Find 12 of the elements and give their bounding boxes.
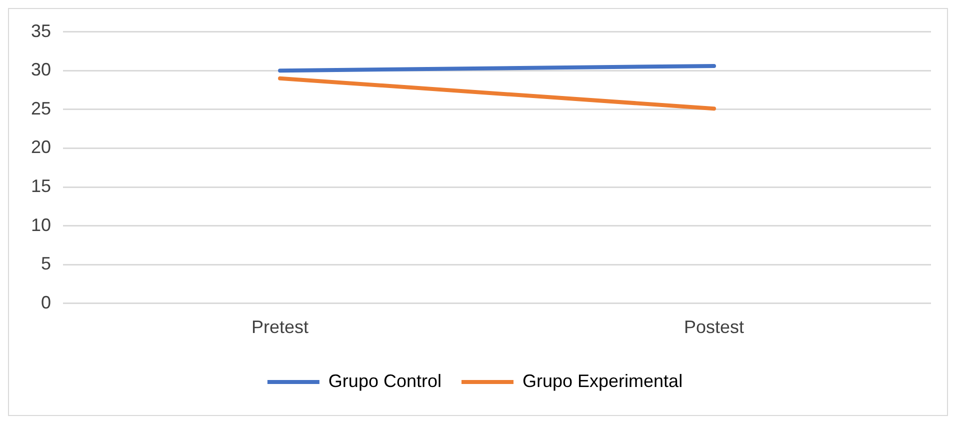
y-tick-label: 20	[30, 137, 52, 158]
x-tick-label: Pretest	[252, 317, 309, 338]
legend-label: Grupo Control	[328, 370, 442, 391]
y-tick-label: 0	[41, 292, 52, 312]
y-tick-label: 35	[30, 20, 52, 41]
y-tick-label: 15	[30, 176, 52, 196]
y-tick-label: 5	[41, 254, 52, 274]
y-tick-label: 25	[30, 98, 52, 118]
x-tick-label: Postest	[684, 317, 744, 338]
y-tick-label: 30	[30, 60, 52, 80]
y-tick-label: 10	[30, 214, 52, 235]
legend-label: Grupo Experimental	[522, 370, 683, 391]
